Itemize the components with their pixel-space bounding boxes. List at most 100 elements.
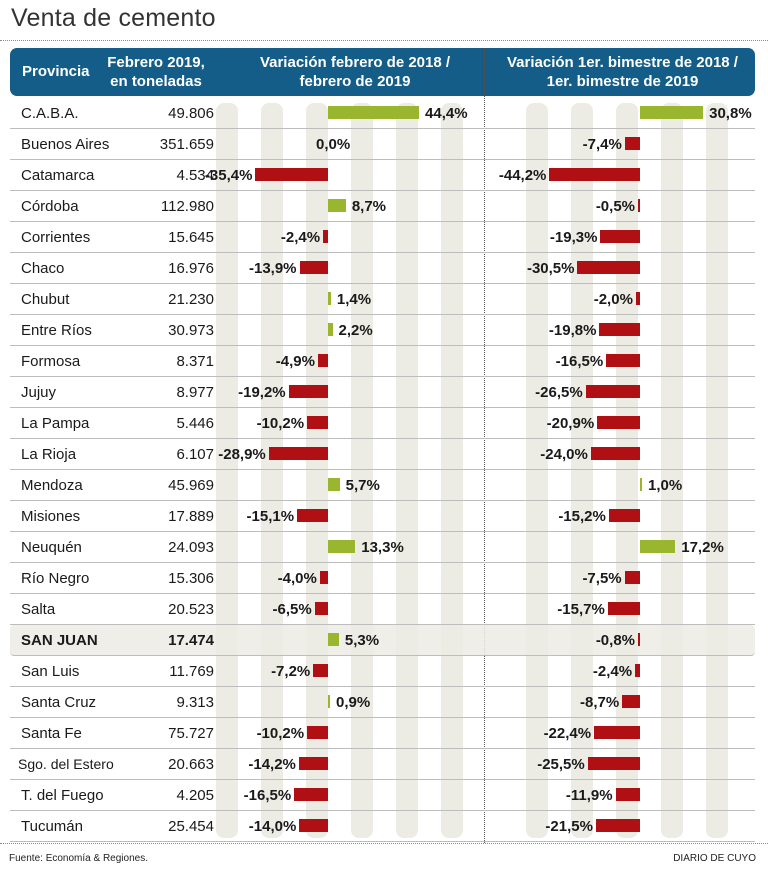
table-row: Córdoba 112.980 8,7% -0,5% [10,191,755,222]
table-row: Entre Ríos 30.973 2,2% -19,8% [10,315,755,346]
toneladas-value: 16.976 [168,260,214,277]
bar-bimestre [587,757,640,770]
header-variacion-febrero: Variación febrero de 2018 / febrero de 2… [230,53,480,91]
table-header: Provincia Febrero 2019, en toneladas Var… [10,48,755,96]
toneladas-value: 112.980 [160,198,214,215]
source-note: Fuente: Economía & Regiones. [9,853,148,864]
bar-bimestre [608,509,640,522]
data-label-febrero: -14,0% [248,818,297,835]
data-label-febrero: -35,4% [204,167,253,184]
provincia-name: Formosa [21,353,81,370]
data-label-bimestre: -0,5% [595,198,635,215]
data-label-bimestre: -44,2% [498,167,547,184]
bar-febrero [328,323,333,336]
toneladas-value: 351.659 [159,136,214,153]
provincia-name: San Luis [21,663,80,680]
table-row: Río Negro 15.306 -4,0% -7,5% [10,563,755,594]
top-dotted-rule [0,40,768,41]
table-row: Buenos Aires 351.659 0,0% -7,4% [10,129,755,160]
data-label-bimestre: -15,2% [558,508,606,525]
provincia-name: La Pampa [21,415,90,432]
data-label-febrero: -19,2% [238,384,286,401]
toneladas-value: 6.107 [176,446,214,463]
data-label-bimestre: -19,8% [548,322,597,339]
provincia-name: Córdoba [21,198,79,215]
data-label-bimestre: -25,5% [537,756,585,773]
provincia-name: C.A.B.A. [21,105,79,122]
provincia-name: Chaco [21,260,65,277]
bar-febrero [317,354,328,367]
bar-febrero [323,230,328,243]
header-var1-line1: Variación febrero de 2018 / [259,54,451,71]
toneladas-value: 8.977 [176,384,214,401]
table-row: Catamarca 4.534 -35,4% -44,2% [10,160,755,191]
header-var1-line2: febrero de 2019 [299,73,411,90]
provincia-name: Sgo. del Estero [18,756,114,772]
bar-bimestre [615,788,640,801]
data-label-bimestre: -24,0% [540,446,588,463]
table-row: Jujuy 8.977 -19,2% -26,5% [10,377,755,408]
bar-febrero [328,695,330,708]
bar-febrero [297,509,328,522]
bar-febrero [328,199,346,212]
bar-febrero [298,757,328,770]
toneladas-value: 5.446 [176,415,214,432]
provincia-name: Buenos Aires [21,136,110,153]
data-label-bimestre: -22,4% [543,725,592,742]
data-label-febrero: -15,1% [246,508,295,525]
toneladas-value: 15.306 [168,570,214,587]
data-label-febrero: 2,2% [338,322,373,339]
provincia-name: SAN JUAN [21,632,98,649]
provincia-name: Catamarca [21,167,95,184]
provincia-name: Salta [21,601,56,618]
bar-bimestre [635,664,640,677]
table-row: T. del Fuego 4.205 -16,5% -11,9% [10,780,755,811]
data-label-febrero: -2,4% [280,229,321,246]
bar-bimestre [640,540,676,553]
table-body: C.A.B.A. 49.806 44,4% 30,8% Buenos Aires 351.… [10,98,755,842]
data-label-bimestre: -7,5% [582,570,622,587]
data-label-bimestre: -19,3% [549,229,598,246]
table-row: Chubut 21.230 1,4% -2,0% [10,284,755,315]
bottom-dotted-rule [0,843,768,844]
header-variacion-bimestre: Variación 1er. bimestre de 2018 / 1er. b… [490,53,755,91]
bar-febrero [319,571,328,584]
data-label-febrero: -10,2% [256,415,305,432]
data-label-bimestre: -11,9% [565,787,613,804]
data-label-bimestre: -8,7% [579,694,620,711]
toneladas-value: 15.645 [168,229,214,246]
data-label-febrero: 1,4% [336,291,372,308]
bar-bimestre [607,602,640,615]
header-provincia: Provincia [22,63,90,80]
toneladas-value: 45.969 [168,477,214,494]
bar-bimestre [595,819,640,832]
bar-febrero [307,416,328,429]
table-row: Santa Fe 75.727 -10,2% -22,4% [10,718,755,749]
bar-bimestre [622,695,640,708]
data-label-febrero: -14,2% [248,756,296,773]
toneladas-value: 75.727 [168,725,214,742]
toneladas-value: 49.806 [168,105,214,122]
bar-bimestre [599,323,640,336]
toneladas-value: 24.093 [168,539,214,556]
table-row: La Rioja 6.107 -28,9% -24,0% [10,439,755,470]
bar-febrero [313,664,328,677]
bar-febrero [328,106,420,119]
bar-bimestre [640,106,704,119]
toneladas-value: 30.973 [168,322,214,339]
provincia-name: Chubut [21,291,70,308]
bar-febrero [268,447,328,460]
provincia-name: Jujuy [21,384,57,401]
chart-title: Venta de cemento [11,4,216,32]
provincia-name: La Rioja [21,446,77,463]
data-label-bimestre: 30,8% [709,105,752,122]
data-label-febrero: -28,9% [218,446,266,463]
toneladas-value: 9.313 [176,694,214,711]
header-var2-line2: 1er. bimestre de 2019 [546,73,699,90]
bar-bimestre [624,571,640,584]
table-row: Neuquén 24.093 13,3% 17,2% [10,532,755,563]
bar-bimestre [597,416,640,429]
data-label-febrero: 0,0% [316,136,351,153]
table-row: Mendoza 45.969 5,7% 1,0% [10,470,755,501]
data-label-febrero: 5,3% [344,632,380,649]
